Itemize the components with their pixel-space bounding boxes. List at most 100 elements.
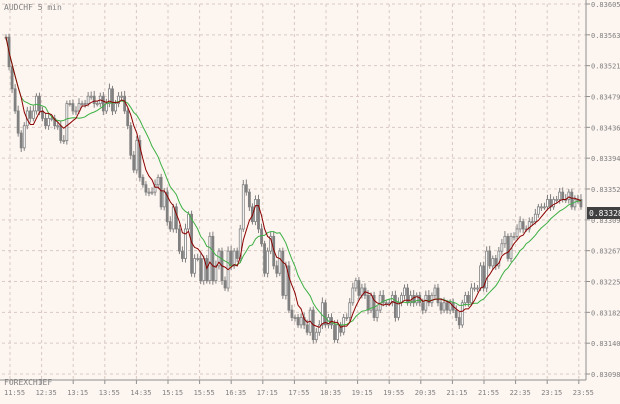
candle-body: [241, 184, 245, 230]
time-tick-label: 21:15: [446, 389, 467, 397]
candle-body: [500, 243, 504, 252]
time-tick-label: 21:55: [478, 389, 499, 397]
candle-body: [485, 250, 489, 289]
candle-body: [162, 191, 166, 208]
candle-body: [244, 184, 248, 193]
candle-body: [442, 302, 446, 311]
candle-body: [254, 199, 257, 223]
time-tick-label: 12:35: [36, 389, 57, 397]
candle-body: [393, 294, 397, 318]
candle-body: [165, 191, 169, 223]
candle-body: [497, 250, 501, 267]
price-tick-label: 0.83267: [591, 248, 620, 256]
candle-body: [506, 235, 510, 259]
candle-body: [35, 95, 38, 112]
candle-body: [287, 265, 291, 311]
current-price-box: [587, 207, 620, 219]
candle-body: [80, 103, 84, 105]
price-tick-label: 0.83140: [591, 340, 620, 348]
candle-body: [381, 294, 385, 304]
time-tick-label: 19:15: [352, 389, 373, 397]
candle-body: [156, 176, 160, 186]
time-tick-label: 17:15: [257, 389, 278, 397]
time-tick-label: 19:55: [383, 389, 404, 397]
candle-body: [275, 265, 279, 274]
candle-body: [357, 280, 361, 296]
price-axis: 0.83605 0.83563 0.83521 0.83479 0.83436 0.833…: [586, 1, 620, 379]
candle-body: [50, 117, 54, 120]
candle-body: [83, 103, 87, 105]
candle-body: [117, 95, 120, 104]
time-tick-label: 15:15: [162, 389, 183, 397]
candle-body: [174, 206, 178, 230]
price-tick-label: 0.83563: [591, 32, 620, 40]
time-tick-label: 16:35: [225, 389, 246, 397]
candle-body: [466, 294, 470, 304]
candle-body: [168, 221, 172, 230]
candle-body: [132, 154, 136, 171]
candle-body: [463, 294, 467, 304]
candle-body: [171, 206, 175, 230]
candle-body: [460, 302, 464, 326]
candle-body: [129, 125, 133, 156]
grid-lines: [2, 3, 586, 380]
candle-body: [92, 95, 96, 104]
price-tick-label: 0.83182: [591, 309, 620, 317]
candle-body: [436, 287, 440, 304]
candle-body: [247, 191, 251, 208]
candle-body: [263, 243, 266, 274]
candle-body: [147, 191, 151, 194]
candle-body: [56, 125, 60, 128]
candle-body: [208, 235, 212, 282]
symbol-label: AUDCHF 5 min: [4, 3, 62, 12]
candle-body: [445, 302, 449, 311]
candle-body: [278, 250, 282, 274]
candle-body: [108, 88, 111, 104]
candle-body: [439, 302, 443, 311]
candle-body: [53, 117, 57, 127]
candle-body: [324, 302, 327, 326]
candle-body: [95, 103, 99, 105]
candle-body: [62, 140, 66, 142]
candle-body: [527, 221, 531, 230]
candle-body: [153, 184, 157, 193]
candle-body: [512, 235, 516, 238]
candle-body: [10, 66, 14, 90]
candle-body: [284, 265, 288, 296]
candle-body: [229, 250, 233, 267]
candle-body: [65, 103, 69, 141]
candle-body: [317, 324, 321, 333]
slow-moving-average-line: [5, 37, 581, 326]
candle-body: [16, 110, 20, 134]
candle-body: [546, 199, 549, 208]
time-tick-label: 22:35: [510, 389, 531, 397]
price-tick-label: 0.83309: [591, 217, 620, 225]
candle-body: [217, 250, 221, 267]
candle-body: [144, 184, 148, 193]
time-tick-label: 15:55: [194, 389, 215, 397]
candle-body: [68, 103, 72, 105]
candle-body: [375, 309, 379, 318]
candle-body: [299, 317, 303, 326]
candle-body: [89, 95, 93, 98]
candle-body: [454, 309, 458, 318]
candle-body: [427, 294, 431, 304]
candle-body: [397, 302, 400, 318]
candle-body: [205, 258, 209, 282]
candle-body: [159, 176, 163, 208]
price-tick-label: 0.83098: [591, 371, 620, 379]
time-tick-label: 17:55: [288, 389, 309, 397]
candle-body: [135, 140, 139, 171]
candle-body: [354, 280, 358, 289]
candle-body: [479, 265, 482, 289]
time-tick-label: 13:15: [67, 389, 88, 397]
candle-body: [111, 88, 114, 112]
candle-body: [473, 287, 476, 290]
candle-body: [214, 265, 218, 282]
candle-body: [28, 110, 32, 119]
candle-body: [199, 258, 203, 282]
candle-body: [333, 324, 336, 341]
